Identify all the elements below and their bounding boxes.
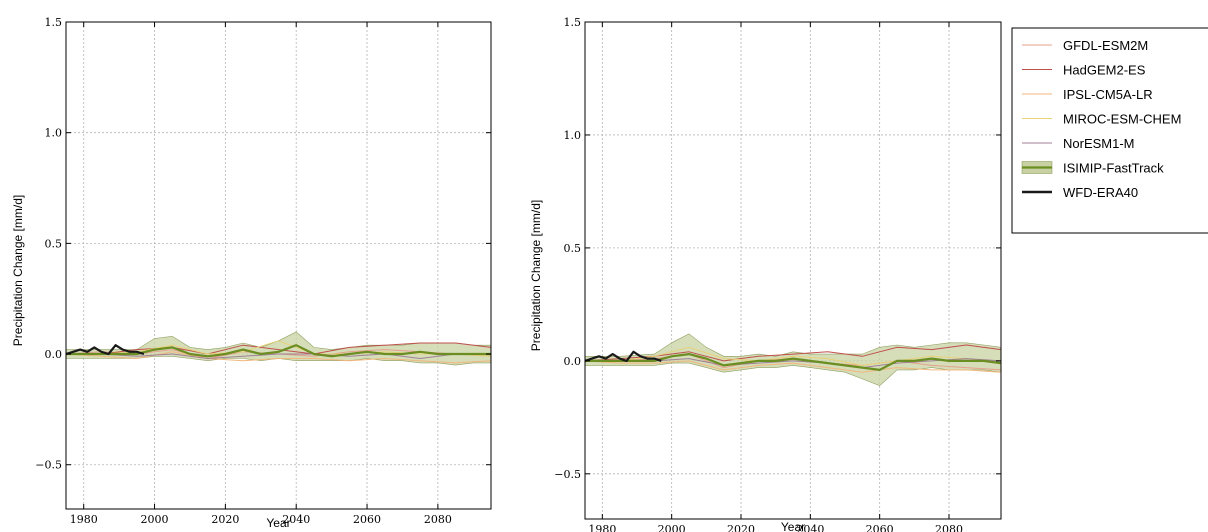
- y-tick-label: 0.0: [564, 355, 582, 368]
- legend: GFDL-ESM2M HadGEM2-ES IPSL-CM5A-LR MIROC-ES…: [1011, 27, 1208, 234]
- x-tick-label: 2080: [424, 513, 452, 526]
- y-tick-label: 0.5: [564, 242, 582, 255]
- y-tick-label: 1.5: [45, 16, 63, 29]
- chart-panel-left: 1980 2000 2020 2040 2060 2080 1.5 1.0 0.5 0.0 −0.5…: [11, 16, 492, 530]
- chart-panel-right: 1980 2000 2020 2040 2060 2080 1.5 1.0 0.5 0.0 −0.5…: [529, 16, 1002, 532]
- x-tick-label: 2060: [866, 523, 894, 532]
- series-line-ipsl-cm5a-lr: [66, 351, 491, 364]
- legend-label-ipsl-cm5a-lr: IPSL-CM5A-LR: [1063, 87, 1153, 102]
- x-axis-label: Year: [266, 516, 290, 530]
- series-line-noresm1-m: [66, 353, 491, 359]
- y-tick-label: −0.5: [554, 468, 581, 481]
- legend-label-isimip-fasttrack: ISIMIP-FastTrack: [1063, 161, 1164, 176]
- x-tick-label: 2000: [141, 513, 169, 526]
- series-line-miroc-esm-chem: [585, 346, 1001, 366]
- y-tick-label: −0.5: [35, 459, 62, 472]
- y-tick-label: 1.0: [45, 127, 63, 140]
- legend-label-miroc-esm-chem: MIROC-ESM-CHEM: [1063, 112, 1181, 127]
- legend-label-noresm1-m: NorESM1-M: [1063, 136, 1135, 151]
- y-tick-label: 0.5: [45, 237, 63, 250]
- legend-label-gfdl-esm2m: GFDL-ESM2M: [1063, 38, 1148, 53]
- band-isimip-fasttrack: [585, 333, 1001, 387]
- series-line-hadgem2-es: [66, 342, 491, 355]
- plot-area: [585, 333, 1001, 387]
- x-tick-label: 1980: [70, 513, 98, 526]
- x-tick-label: 2060: [353, 513, 381, 526]
- series-line-isimip-fasttrack: [585, 353, 1001, 371]
- plot-frame: [65, 21, 492, 510]
- plot-area: [66, 331, 491, 366]
- series-line-ipsl-cm5a-lr: [585, 360, 1001, 373]
- x-tick-label: 2000: [658, 523, 686, 532]
- series-line-isimip-fasttrack: [66, 344, 491, 358]
- y-axis-label: Precipitation Change [mm/d]: [529, 200, 543, 351]
- y-axis-label: Precipitation Change [mm/d]: [11, 195, 25, 346]
- x-tick-label: 2040: [796, 523, 824, 532]
- legend-box: [1011, 27, 1208, 234]
- series-line-wfd-era40: [585, 350, 662, 362]
- legend-label-hadgem2-es: HadGEM2-ES: [1063, 63, 1146, 78]
- x-tick-label: 2080: [935, 523, 963, 532]
- x-tick-label: 2020: [211, 513, 239, 526]
- y-tick-label: 1.0: [564, 129, 582, 142]
- x-tick-label: 2040: [282, 513, 310, 526]
- y-tick-label: 0.0: [45, 348, 63, 361]
- series-line-wfd-era40: [66, 344, 145, 356]
- band-isimip-fasttrack: [66, 331, 491, 366]
- plot-frame: [584, 21, 1002, 520]
- x-tick-label: 1980: [588, 523, 616, 532]
- y-tick-label: 1.5: [564, 16, 582, 29]
- x-axis-label: Year: [781, 520, 805, 532]
- x-tick-label: 2020: [727, 523, 755, 532]
- legend-label-wfd-era40: WFD-ERA40: [1063, 185, 1138, 200]
